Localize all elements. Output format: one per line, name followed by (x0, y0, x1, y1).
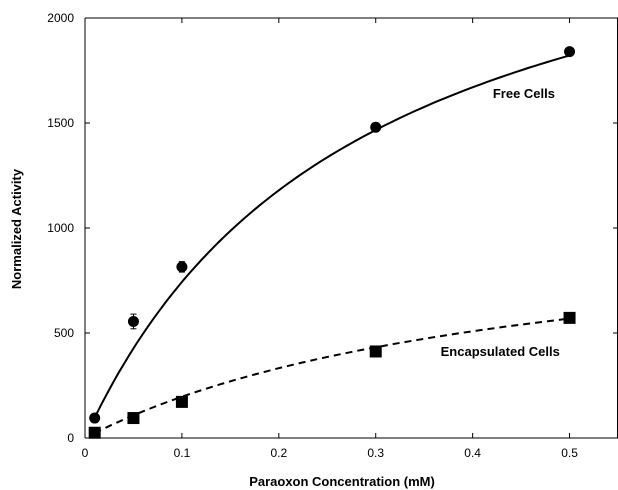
fit-curves (93, 54, 570, 434)
annotations: Free Cells Encapsulated Cells (441, 86, 560, 359)
y-tick-label: 1500 (47, 116, 74, 130)
data-point-circle (370, 121, 382, 133)
x-tick-label: 0.4 (464, 446, 481, 460)
data-point-circle (127, 315, 139, 327)
data-point-square (88, 426, 101, 439)
x-tick-label: 0.1 (174, 446, 191, 460)
y-axis-title: Normalized Activity (9, 168, 24, 289)
data-point-circle (89, 412, 101, 424)
x-tick-label: 0.3 (367, 446, 384, 460)
x-axis-title: Paraoxon Concentration (mM) (249, 474, 435, 489)
plot-frame (84, 17, 618, 439)
y-tick-label: 1000 (47, 221, 74, 235)
data-point-square (127, 412, 140, 425)
fit-curve-circle (93, 54, 570, 419)
series-annotation: Encapsulated Cells (441, 344, 560, 359)
data-point-circle (176, 261, 188, 273)
x-axis-ticks: 0 0.1 0.2 0.3 0.4 0.5 (82, 18, 578, 460)
data-markers (88, 46, 576, 439)
x-tick-label: 0.2 (270, 446, 287, 460)
y-axis-ticks: 0 500 1000 1500 2000 (47, 11, 618, 445)
fit-curve-square (94, 317, 570, 434)
data-point-circle (564, 46, 576, 58)
x-tick-label: 0 (82, 446, 89, 460)
y-tick-label: 2000 (47, 11, 74, 25)
x-tick-label: 0.5 (561, 446, 578, 460)
series-annotation: Free Cells (493, 86, 555, 101)
y-tick-label: 0 (67, 431, 74, 445)
data-point-square (563, 311, 576, 324)
data-point-square (175, 395, 188, 408)
y-tick-label: 500 (54, 326, 74, 340)
data-point-square (369, 345, 382, 358)
